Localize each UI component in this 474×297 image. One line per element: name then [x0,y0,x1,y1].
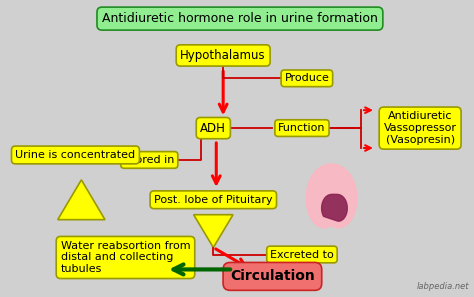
Text: Antidiuretic hormone role in urine formation: Antidiuretic hormone role in urine forma… [102,12,378,25]
Text: Water reabsortion from
distal and collecting
tubules: Water reabsortion from distal and collec… [61,241,190,274]
Text: Post. lobe of Pituitary: Post. lobe of Pituitary [154,195,273,205]
Text: Circulation: Circulation [230,269,315,283]
Text: labpedia.net: labpedia.net [417,282,469,291]
Text: Stored in: Stored in [124,155,174,165]
Text: Function: Function [278,123,326,133]
Text: Excreted to: Excreted to [270,249,334,260]
Text: Urine is concentrated: Urine is concentrated [15,150,136,160]
Polygon shape [322,194,347,221]
Polygon shape [58,180,105,220]
Text: Antidiuretic
Vassopressor
(Vasopresin): Antidiuretic Vassopressor (Vasopresin) [383,111,456,145]
Polygon shape [193,215,233,247]
Text: Hypothalamus: Hypothalamus [180,49,266,62]
Text: Produce: Produce [284,73,329,83]
Polygon shape [306,164,357,228]
Text: ADH: ADH [201,121,226,135]
